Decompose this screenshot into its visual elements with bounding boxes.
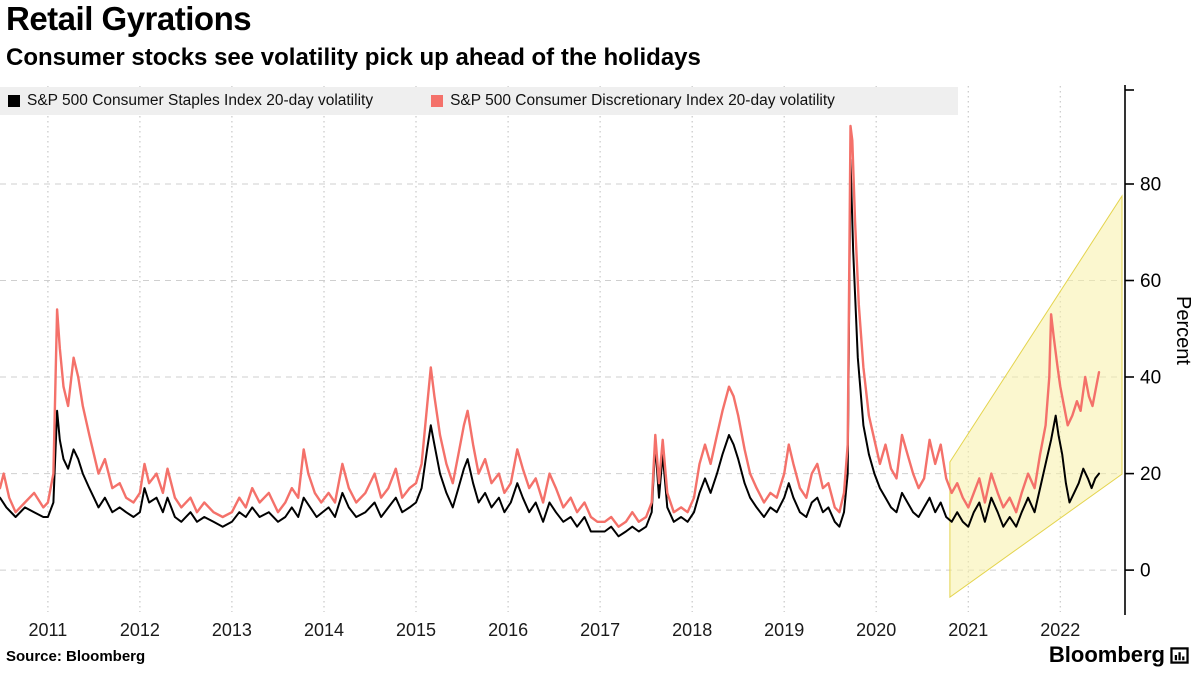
legend-item-discretionary: S&P 500 Consumer Discretionary Index 20-… <box>431 92 835 110</box>
x-tick-label: 2017 <box>580 620 620 640</box>
legend: S&P 500 Consumer Staples Index 20-day vo… <box>0 87 958 115</box>
x-tick-label: 2019 <box>764 620 804 640</box>
x-tick-label: 2013 <box>212 620 252 640</box>
x-tick-label: 2014 <box>304 620 344 640</box>
legend-swatch-discretionary <box>431 95 444 107</box>
x-tick-label: 2012 <box>120 620 160 640</box>
y-tick-label: 60 <box>1140 271 1161 292</box>
x-tick-label: 2020 <box>856 620 896 640</box>
series-line-staples <box>0 158 1100 538</box>
highlight-region <box>949 194 1123 599</box>
bloomberg-logo: Bloomberg <box>1049 642 1189 668</box>
x-tick-label: 2016 <box>488 620 528 640</box>
y-tick-label: 0 <box>1140 561 1151 582</box>
legend-swatch-staples <box>8 95 20 107</box>
y-tick-label: 40 <box>1140 368 1161 389</box>
series-line-discretionary <box>0 124 1101 528</box>
bloomberg-terminal-icon <box>1170 646 1189 664</box>
legend-label-discretionary: S&P 500 Consumer Discretionary Index 20-… <box>450 92 835 109</box>
y-axis-title: Percent <box>1172 296 1194 365</box>
page-subtitle: Consumer stocks see volatility pick up a… <box>6 44 701 71</box>
x-tick-label: 2018 <box>672 620 712 640</box>
legend-item-staples: S&P 500 Consumer Staples Index 20-day vo… <box>8 92 373 110</box>
legend-label-staples: S&P 500 Consumer Staples Index 20-day vo… <box>27 92 374 109</box>
x-tick-label: 2015 <box>396 620 436 640</box>
x-tick-label: 2021 <box>948 620 988 640</box>
bloomberg-wordmark: Bloomberg <box>1048 642 1165 667</box>
x-tick-label: 2011 <box>29 620 68 640</box>
y-tick-label: 20 <box>1140 464 1161 485</box>
x-tick-label: 2022 <box>1040 620 1080 640</box>
page-title: Retail Gyrations <box>6 0 252 37</box>
source-attribution: Source: Bloomberg <box>6 648 146 665</box>
y-tick-label: 80 <box>1140 175 1161 196</box>
volatility-line-chart: 0 20 40 60 80 2011 2012 2013 2014 2015 2016 2017 201… <box>0 85 1161 640</box>
